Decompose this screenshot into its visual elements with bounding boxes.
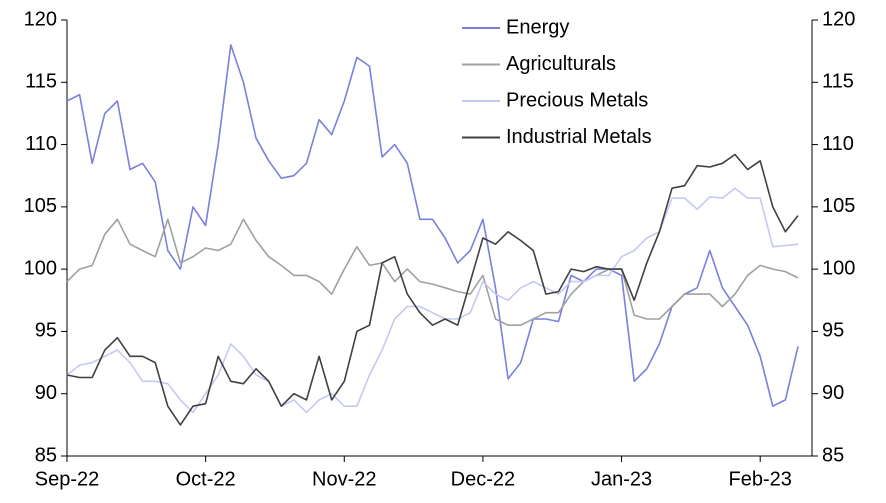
y2-tick-label: 90 bbox=[822, 382, 844, 404]
y2-tick-label: 120 bbox=[822, 8, 855, 30]
y2-tick-label: 85 bbox=[822, 444, 844, 466]
y-tick-label: 95 bbox=[35, 320, 57, 342]
y-tick-label: 110 bbox=[25, 133, 57, 155]
legend-label: Precious Metals bbox=[506, 89, 648, 111]
x-tick-label: Feb-23 bbox=[729, 468, 792, 490]
y-tick-label: 120 bbox=[24, 8, 57, 30]
y2-tick-label: 105 bbox=[822, 195, 855, 217]
y-tick-label: 105 bbox=[24, 195, 57, 217]
legend-label: Energy bbox=[506, 16, 569, 38]
y2-tick-label: 100 bbox=[822, 257, 855, 279]
y-tick-label: 100 bbox=[24, 257, 57, 279]
x-tick-label: Dec-22 bbox=[451, 468, 515, 490]
y-tick-label: 85 bbox=[35, 444, 57, 466]
data-line bbox=[66, 187, 799, 414]
data-line bbox=[66, 44, 799, 407]
y-tick-label: 115 bbox=[25, 71, 57, 93]
legend-label: Agriculturals bbox=[506, 53, 616, 75]
data-line bbox=[66, 153, 799, 426]
x-tick-label: Oct-22 bbox=[176, 468, 236, 490]
y2-tick-label: 110 bbox=[822, 133, 854, 155]
x-tick-label: Jan-23 bbox=[591, 468, 652, 490]
y2-tick-label: 95 bbox=[822, 320, 844, 342]
data-line bbox=[66, 218, 799, 326]
x-tick-label: Nov-22 bbox=[312, 468, 376, 490]
y2-tick-label: 115 bbox=[822, 71, 854, 93]
y-tick-label: 90 bbox=[35, 382, 57, 404]
x-tick-label: Sep-22 bbox=[35, 468, 100, 490]
legend-label: Industrial Metals bbox=[506, 126, 652, 148]
